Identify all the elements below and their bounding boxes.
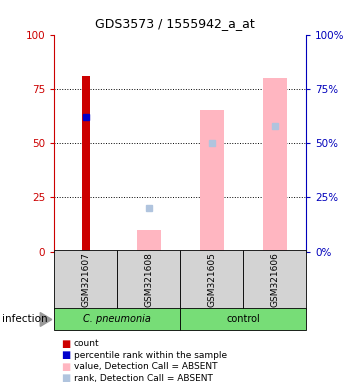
Bar — [200, 111, 224, 252]
Bar — [54, 308, 180, 330]
Text: GSM321605: GSM321605 — [207, 252, 216, 307]
Text: count: count — [74, 339, 99, 348]
Text: percentile rank within the sample: percentile rank within the sample — [74, 351, 227, 360]
Text: rank, Detection Call = ABSENT: rank, Detection Call = ABSENT — [74, 374, 212, 383]
Bar — [137, 230, 161, 252]
Text: GSM321607: GSM321607 — [81, 252, 90, 307]
Bar — [54, 250, 117, 309]
Bar — [263, 78, 287, 252]
Bar — [117, 250, 180, 309]
Text: value, Detection Call = ABSENT: value, Detection Call = ABSENT — [74, 362, 217, 371]
Bar — [82, 76, 90, 252]
Text: ■: ■ — [61, 350, 70, 360]
Text: ■: ■ — [61, 373, 70, 383]
Text: C. pneumonia: C. pneumonia — [83, 314, 151, 324]
Text: ■: ■ — [61, 362, 70, 372]
Bar — [243, 250, 306, 309]
Text: GDS3573 / 1555942_a_at: GDS3573 / 1555942_a_at — [95, 17, 255, 30]
Bar — [180, 250, 243, 309]
Text: ■: ■ — [61, 339, 70, 349]
Polygon shape — [40, 313, 52, 326]
Text: GSM321606: GSM321606 — [270, 252, 279, 307]
Text: control: control — [226, 314, 260, 324]
Text: infection: infection — [2, 314, 47, 324]
Bar — [180, 308, 306, 330]
Text: GSM321608: GSM321608 — [144, 252, 153, 307]
